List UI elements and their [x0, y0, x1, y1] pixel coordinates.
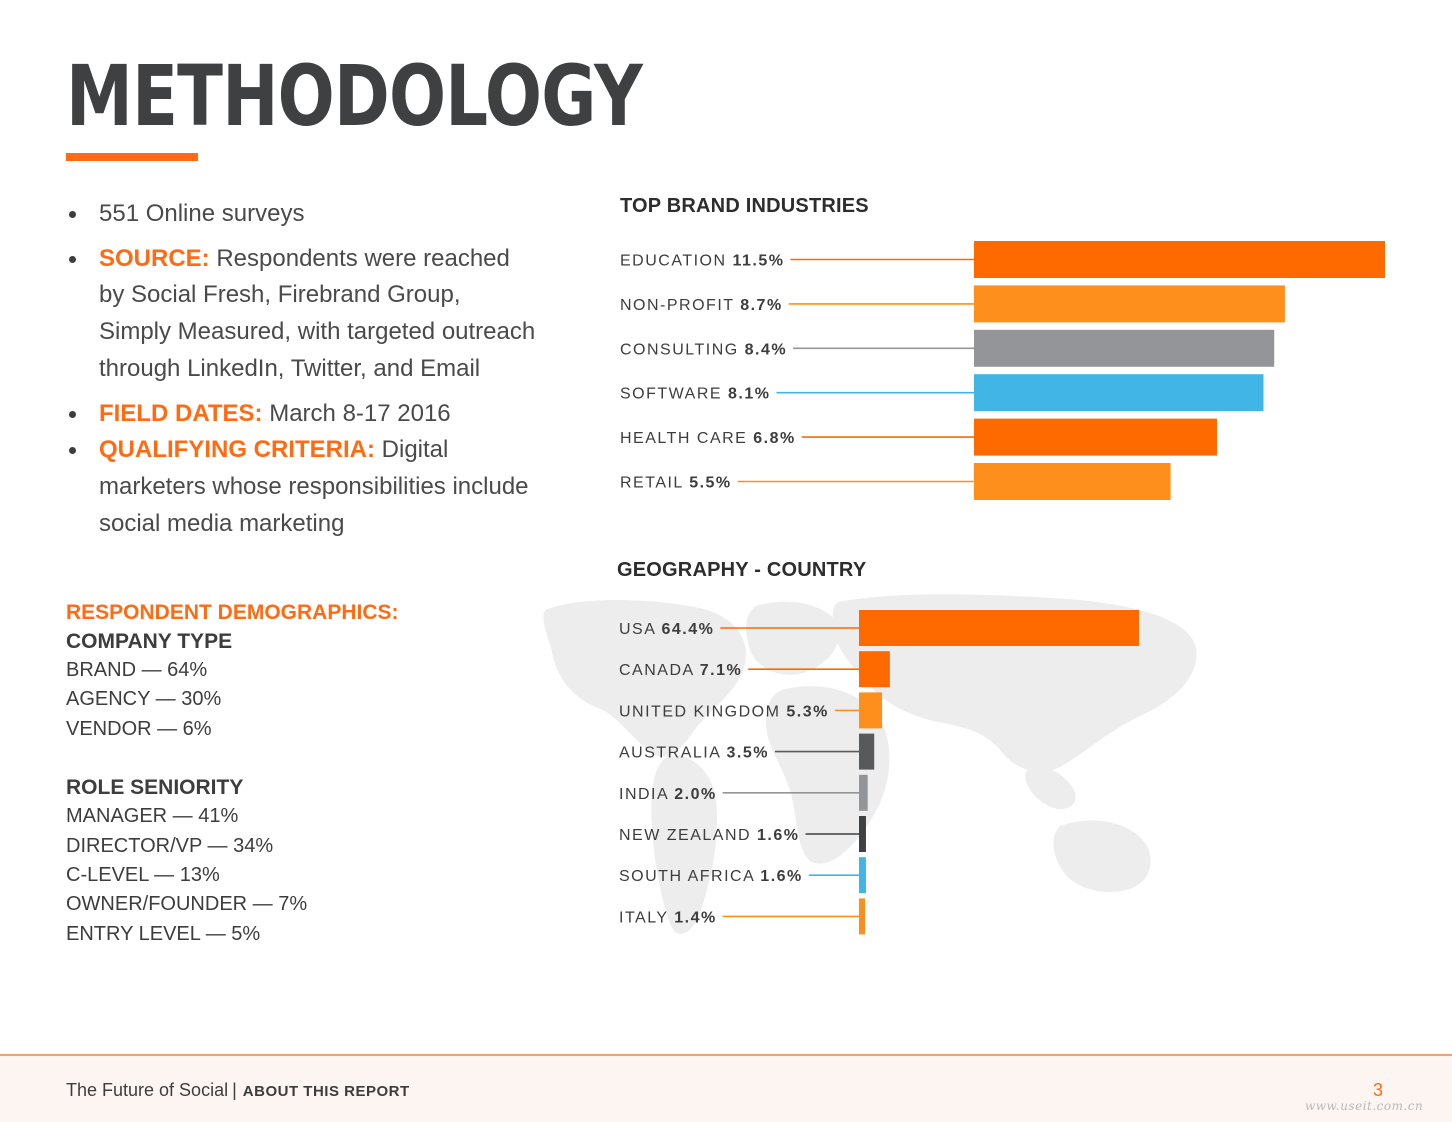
- bar-value-label: 7.1%: [700, 662, 742, 679]
- role-seniority-group: ROLE SENIORITY MANAGER — 41% DIRECTOR/VP…: [66, 773, 536, 949]
- bar: [859, 898, 866, 935]
- bar-category-label: NEW ZEALAND: [619, 827, 757, 844]
- bar: [859, 857, 866, 894]
- bar: [859, 816, 866, 852]
- bar: [859, 610, 1139, 646]
- bar-value-label: 1.6%: [760, 868, 802, 885]
- bar-label: CONSULTING 8.4%: [620, 341, 787, 358]
- bar-label: NEW ZEALAND 1.6%: [619, 827, 799, 844]
- role-seniority-line: MANAGER — 41%: [66, 805, 239, 828]
- bar: [974, 418, 1218, 456]
- bar-label: INDIA 2.0%: [619, 786, 717, 803]
- footer-text: The Future of Social | ABOUT THIS REPORT: [66, 1080, 410, 1101]
- bar-category-label: RETAIL: [620, 475, 689, 492]
- role-seniority-title: ROLE SENIORITY: [66, 776, 244, 800]
- methodology-item: 551 Online surveys: [66, 196, 536, 233]
- bar-label: SOFTWARE 8.1%: [620, 386, 770, 403]
- bar-category-label: UNITED KINGDOM: [619, 703, 786, 720]
- footer-report-name: The Future of Social: [66, 1080, 229, 1100]
- bar-value-label: 5.3%: [786, 703, 828, 720]
- bar-value-label: 1.6%: [757, 827, 799, 844]
- methodology-keyword: FIELD DATES:: [99, 399, 263, 427]
- bar: [859, 774, 868, 811]
- methodology-keyword: QUALIFYING CRITERIA:: [99, 436, 375, 464]
- bar-label: CANADA 7.1%: [619, 662, 742, 679]
- role-seniority-line: ENTRY LEVEL — 5%: [66, 922, 261, 945]
- bar: [859, 692, 883, 729]
- bar-label: ITALY 1.4%: [619, 909, 717, 926]
- bar-value-label: 2.0%: [674, 786, 716, 803]
- company-type-group: COMPANY TYPE BRAND — 64% AGENCY — 30% VE…: [66, 627, 536, 744]
- bar-value-label: 8.4%: [745, 341, 787, 358]
- page-title: METHODOLOGY: [66, 47, 643, 145]
- methodology-text: 551 Online surveys: [99, 200, 305, 227]
- bar-category-label: ITALY: [619, 909, 674, 926]
- methodology-text: Digital marketers whose responsibilities…: [99, 436, 529, 537]
- bar-value-label: 64.4%: [661, 621, 714, 638]
- bar-value-label: 8.7%: [740, 297, 782, 314]
- bar-category-label: EDUCATION: [620, 253, 732, 270]
- bar-label: HEALTH CARE 6.8%: [620, 430, 796, 447]
- geography-chart: USA 64.4% CANADA 7.1% UNITED KINGDOM 5.3% A…: [619, 610, 1139, 935]
- company-type-line: VENDOR — 6%: [66, 717, 212, 740]
- role-seniority-line: OWNER/FOUNDER — 7%: [66, 893, 308, 916]
- page-number: 3: [1373, 1080, 1384, 1100]
- bar-value-label: 6.8%: [753, 430, 795, 447]
- bar-value-label: 11.5%: [732, 253, 784, 270]
- bar-label: NON-PROFIT 8.7%: [620, 297, 783, 314]
- role-seniority-line: DIRECTOR/VP — 34%: [66, 834, 274, 857]
- geography-chart-title: GEOGRAPHY - COUNTRY: [617, 559, 867, 581]
- methodology-item: FIELD DATES: March 8-17 2016: [66, 396, 536, 433]
- bar-category-label: AUSTRALIA: [619, 745, 726, 762]
- bar-value-label: 5.5%: [689, 475, 731, 492]
- bar-category-label: INDIA: [619, 786, 674, 803]
- methodology-text: Respondents were reached by Social Fresh…: [99, 244, 536, 382]
- bar-category-label: CANADA: [619, 662, 700, 679]
- footer-separator: |: [232, 1080, 237, 1100]
- page-footer: The Future of Social | ABOUT THIS REPORT 3…: [0, 1054, 1452, 1122]
- respondent-demographics: RESPONDENT DEMOGRAPHICS: COMPANY TYPE BR…: [66, 598, 536, 949]
- methodology-item: SOURCE: Respondents were reached by Soci…: [66, 241, 536, 388]
- bar: [974, 241, 1385, 278]
- bar-category-label: USA: [619, 621, 661, 638]
- title-underline: [66, 153, 198, 161]
- bar-category-label: HEALTH CARE: [620, 430, 753, 447]
- bar-label: UNITED KINGDOM 5.3%: [619, 703, 829, 720]
- methodology-list: 551 Online surveys SOURCE: Respondents w…: [66, 196, 536, 550]
- footer-section-name: ABOUT THIS REPORT: [242, 1083, 410, 1100]
- company-type-title: COMPANY TYPE: [66, 630, 233, 653]
- bar-label: USA 64.4%: [619, 621, 714, 638]
- role-seniority-line: C-LEVEL — 13%: [66, 864, 220, 887]
- demographics-heading: RESPONDENT DEMOGRAPHICS:: [66, 601, 399, 624]
- bar: [974, 329, 1275, 367]
- bar-value-label: 8.1%: [728, 386, 770, 403]
- bar-category-label: SOFTWARE: [620, 386, 728, 403]
- bar-label: RETAIL 5.5%: [620, 475, 732, 492]
- bar: [974, 463, 1171, 500]
- bar: [859, 651, 890, 688]
- bar-label: SOUTH AFRICA 1.6%: [619, 868, 803, 885]
- bar-category-label: NON-PROFIT: [620, 297, 740, 314]
- bar-label: EDUCATION 11.5%: [620, 253, 784, 270]
- company-type-line: BRAND — 64%: [66, 659, 208, 681]
- methodology-keyword: SOURCE:: [99, 244, 210, 272]
- watermark: www.useit.com.cn: [1305, 1099, 1424, 1113]
- company-type-line: AGENCY — 30%: [66, 688, 222, 711]
- bar-value-label: 3.5%: [726, 745, 768, 762]
- industries-chart-title: TOP BRAND INDUSTRIES: [620, 195, 869, 217]
- methodology-text: March 8-17 2016: [262, 399, 451, 427]
- bar: [859, 733, 875, 770]
- bar: [974, 285, 1285, 323]
- bar: [974, 374, 1264, 412]
- bar-category-label: SOUTH AFRICA: [619, 868, 760, 885]
- methodology-item: QUALIFYING CRITERIA: Digital marketers w…: [66, 432, 536, 542]
- industries-chart: EDUCATION 11.5% NON-PROFIT 8.7% CONSULTING…: [620, 241, 1385, 500]
- bar-label: AUSTRALIA 3.5%: [619, 745, 769, 762]
- bar-value-label: 1.4%: [674, 909, 716, 926]
- bar-category-label: CONSULTING: [620, 341, 745, 358]
